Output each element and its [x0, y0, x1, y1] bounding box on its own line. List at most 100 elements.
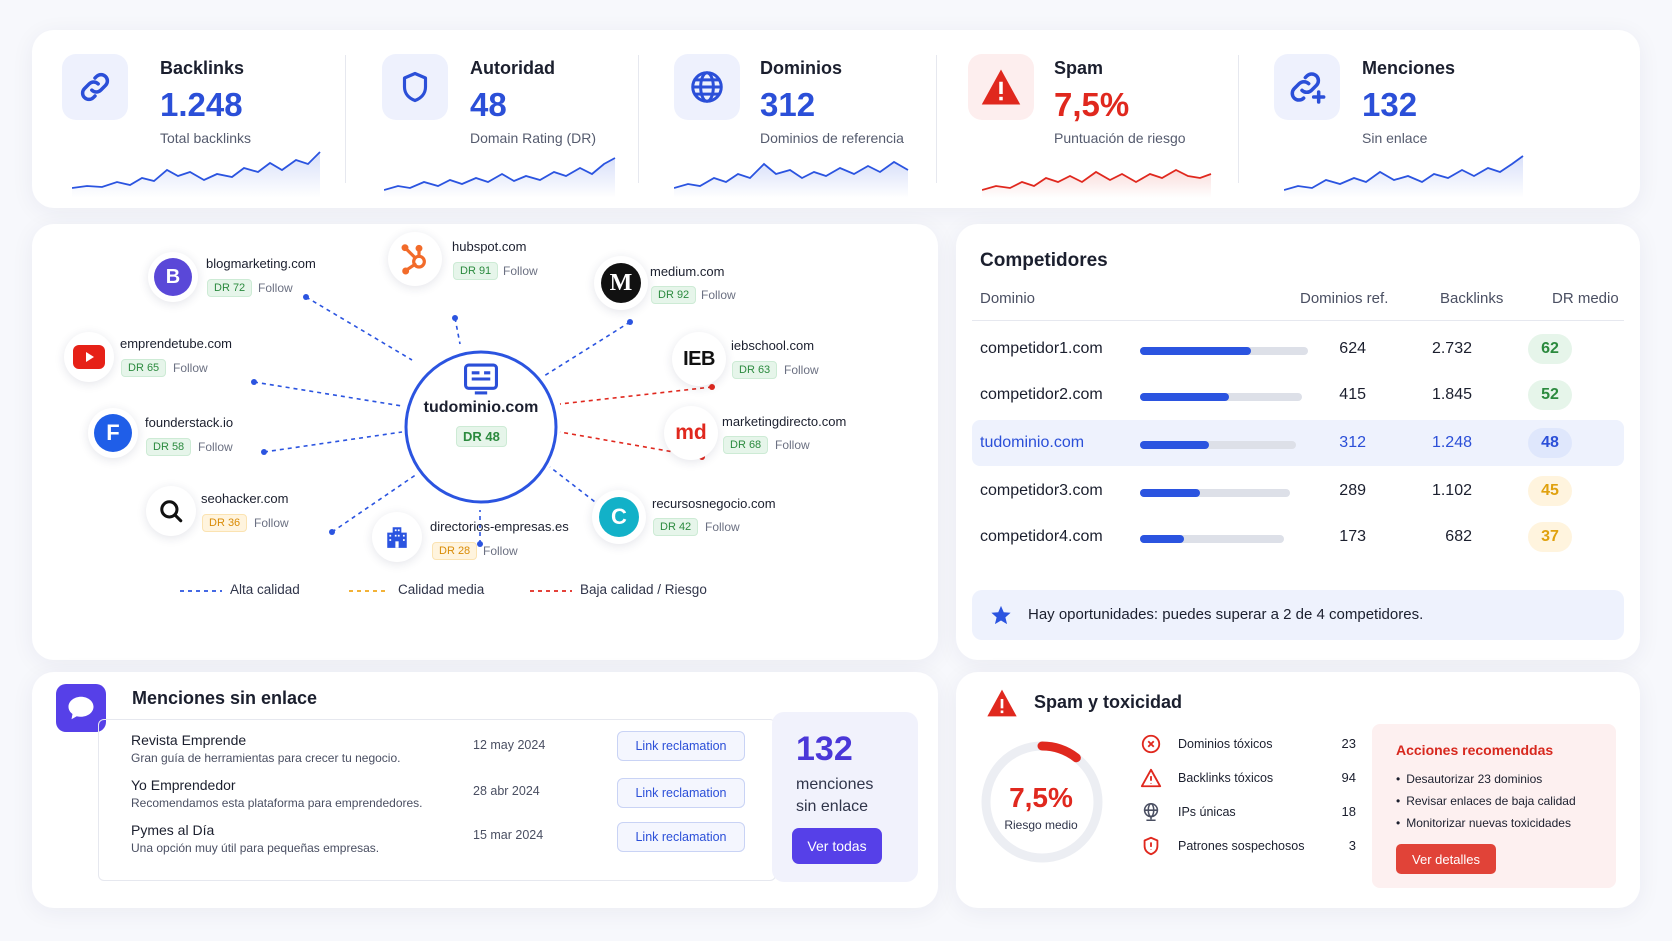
ref-domains-bar — [1140, 393, 1302, 401]
network-globe-icon — [1140, 801, 1162, 828]
ref-domains-bar — [1140, 441, 1296, 449]
column-header-backlinks[interactable]: Backlinks — [1440, 290, 1504, 307]
view-details-button[interactable]: Ver detalles — [1396, 844, 1496, 874]
dr-badge: 48 — [1528, 428, 1572, 458]
column-header-ref-domains[interactable]: Dominios ref. — [1300, 290, 1389, 307]
spam-item-label: IPs únicas — [1178, 805, 1236, 819]
kpi-title: Autoridad — [470, 58, 555, 78]
mention-date: 12 may 2024 — [473, 738, 546, 752]
mention-description: Una opción muy útil para pequeñas empres… — [131, 841, 380, 855]
star-icon — [990, 604, 1012, 631]
kpi-authority[interactable]: Autoridad 48 Domain Rating (DR) — [354, 30, 638, 208]
edge-emprendetube — [253, 381, 403, 407]
node-domain: emprendetube.com — [120, 336, 233, 351]
competitor-domain: competidor2.com — [980, 386, 1103, 403]
founderstack-logo-icon: F — [88, 408, 138, 458]
x-circle-icon — [1140, 733, 1162, 760]
backlinks-value: 2.732 — [1431, 340, 1472, 357]
backlinks-value: 682 — [1445, 528, 1472, 545]
link-reclamation-button[interactable]: Link reclamation — [617, 822, 745, 852]
view-all-button[interactable]: Ver todas — [792, 828, 882, 864]
backlinks-value: 1.102 — [1431, 482, 1472, 499]
link-reclamation-button[interactable]: Link reclamation — [617, 731, 745, 761]
node-domain: marketingdirecto.com — [722, 414, 847, 429]
kpi-domains[interactable]: Dominios 312 Dominios de referencia — [644, 30, 936, 208]
link-reclamation-button[interactable]: Link reclamation — [617, 778, 745, 808]
kpi-summary-card: Backlinks 1.248 Total backlinks Autorida… — [32, 30, 1640, 208]
follow-label: Follow — [784, 363, 819, 377]
kpi-value: 48 — [470, 86, 507, 123]
table-row[interactable]: tudominio.com 312 1.248 48 — [972, 420, 1624, 466]
toxic-domains-row[interactable]: Dominios tóxicos 23 — [1140, 732, 1356, 756]
recursosnegocio-logo-icon: C — [592, 490, 646, 544]
dr-badge: 52 — [1528, 380, 1572, 410]
list-item: Revisar enlaces de baja calidad — [1396, 790, 1575, 812]
mentions-count-label: menciones sin enlace — [796, 776, 874, 815]
mentions-list: Revista Emprende Gran guía de herramient… — [98, 719, 776, 881]
spam-item-label: Backlinks tóxicos — [1178, 771, 1274, 785]
follow-label: Follow — [503, 264, 538, 278]
link-icon — [62, 54, 128, 120]
follow-label: Follow — [775, 438, 810, 452]
mention-description: Recomendamos esta plataforma para empren… — [131, 796, 423, 810]
building-icon — [372, 512, 422, 562]
unique-ips-row[interactable]: IPs únicas 18 — [1140, 800, 1356, 824]
center-domain-name: tudominio.com — [423, 399, 539, 416]
spam-toxicity-card: Spam y toxicidad 7,5% Riesgo medio Domin… — [956, 672, 1640, 908]
spam-item-value: 18 — [1341, 804, 1356, 819]
ref-domains-value: 173 — [1339, 528, 1366, 545]
dr-badge: DR 68 — [723, 436, 769, 454]
edge-seohacker — [331, 473, 418, 533]
mention-date: 28 abr 2024 — [473, 784, 540, 798]
follow-label: Follow — [173, 361, 208, 375]
column-header-domain[interactable]: Dominio — [980, 290, 1036, 307]
follow-label: Follow — [254, 516, 289, 530]
competitor-domain: competidor1.com — [980, 340, 1103, 357]
kpi-mentions[interactable]: Menciones 132 Sin enlace — [1244, 30, 1634, 208]
kpi-backlinks[interactable]: Backlinks 1.248 Total backlinks — [32, 30, 344, 208]
node-domain: medium.com — [650, 264, 725, 279]
dr-badge: DR 28 — [432, 542, 478, 560]
spam-title: Spam y toxicidad — [1034, 692, 1183, 712]
spam-item-value: 3 — [1348, 838, 1356, 853]
kpi-sparkline — [72, 151, 321, 198]
backlinks-value: 1.248 — [1431, 434, 1472, 451]
youtube-logo-icon — [64, 332, 114, 382]
toxic-backlinks-row[interactable]: Backlinks tóxicos 94 — [1140, 766, 1356, 790]
follow-label: Follow — [701, 288, 736, 302]
column-header-dr[interactable]: DR medio — [1552, 290, 1619, 307]
list-item: Monitorizar nuevas toxicidades — [1396, 812, 1576, 834]
actions-list: Desautorizar 23 dominios Revisar enlaces… — [1396, 768, 1576, 834]
follow-label: Follow — [705, 520, 740, 534]
node-domain: hubspot.com — [452, 239, 527, 254]
kpi-spam[interactable]: Spam 7,5% Puntuación de riesgo — [942, 30, 1238, 208]
risk-value: 7,5% — [1009, 782, 1073, 813]
mentions-title: Menciones sin enlace — [132, 688, 318, 708]
recommended-actions-panel: Acciones recomenddas Desautorizar 23 dom… — [1372, 724, 1616, 888]
center-dr-badge: DR 48 — [456, 426, 507, 447]
follow-label: Follow — [198, 440, 233, 454]
hubspot-logo-icon — [388, 232, 442, 286]
table-row[interactable]: competidor4.com 173 682 37 — [972, 514, 1624, 560]
edge-hubspot — [454, 317, 461, 345]
table-row[interactable]: competidor1.com 624 2.732 62 — [972, 326, 1624, 372]
suspicious-patterns-row[interactable]: Patrones sospechosos 3 — [1140, 834, 1356, 858]
table-row[interactable]: competidor2.com 415 1.845 52 — [972, 372, 1624, 418]
marketingdirecto-logo-icon: md — [664, 406, 718, 460]
kpi-value: 1.248 — [160, 86, 243, 123]
edge-founderstack — [263, 431, 403, 453]
ref-domains-value: 624 — [1339, 340, 1366, 357]
kpi-value: 312 — [760, 86, 816, 123]
table-row[interactable]: competidor3.com 289 1.102 45 — [972, 468, 1624, 514]
actions-title: Acciones recomenddas — [1396, 742, 1554, 758]
node-domain: iebschool.com — [731, 338, 815, 353]
edge-blogmarketing — [305, 296, 413, 361]
shield-icon — [382, 54, 448, 120]
kpi-subtitle: Total backlinks — [160, 130, 252, 146]
backlinks-value: 1.845 — [1431, 386, 1472, 403]
dr-badge: DR 72 — [207, 279, 253, 297]
kpi-subtitle: Sin enlace — [1362, 130, 1428, 146]
backlink-network-card: tudominio.com DR 48 B blogmarketing.com … — [32, 224, 938, 660]
mentions-count: 132 — [796, 730, 853, 768]
node-domain: seohacker.com — [201, 491, 289, 506]
